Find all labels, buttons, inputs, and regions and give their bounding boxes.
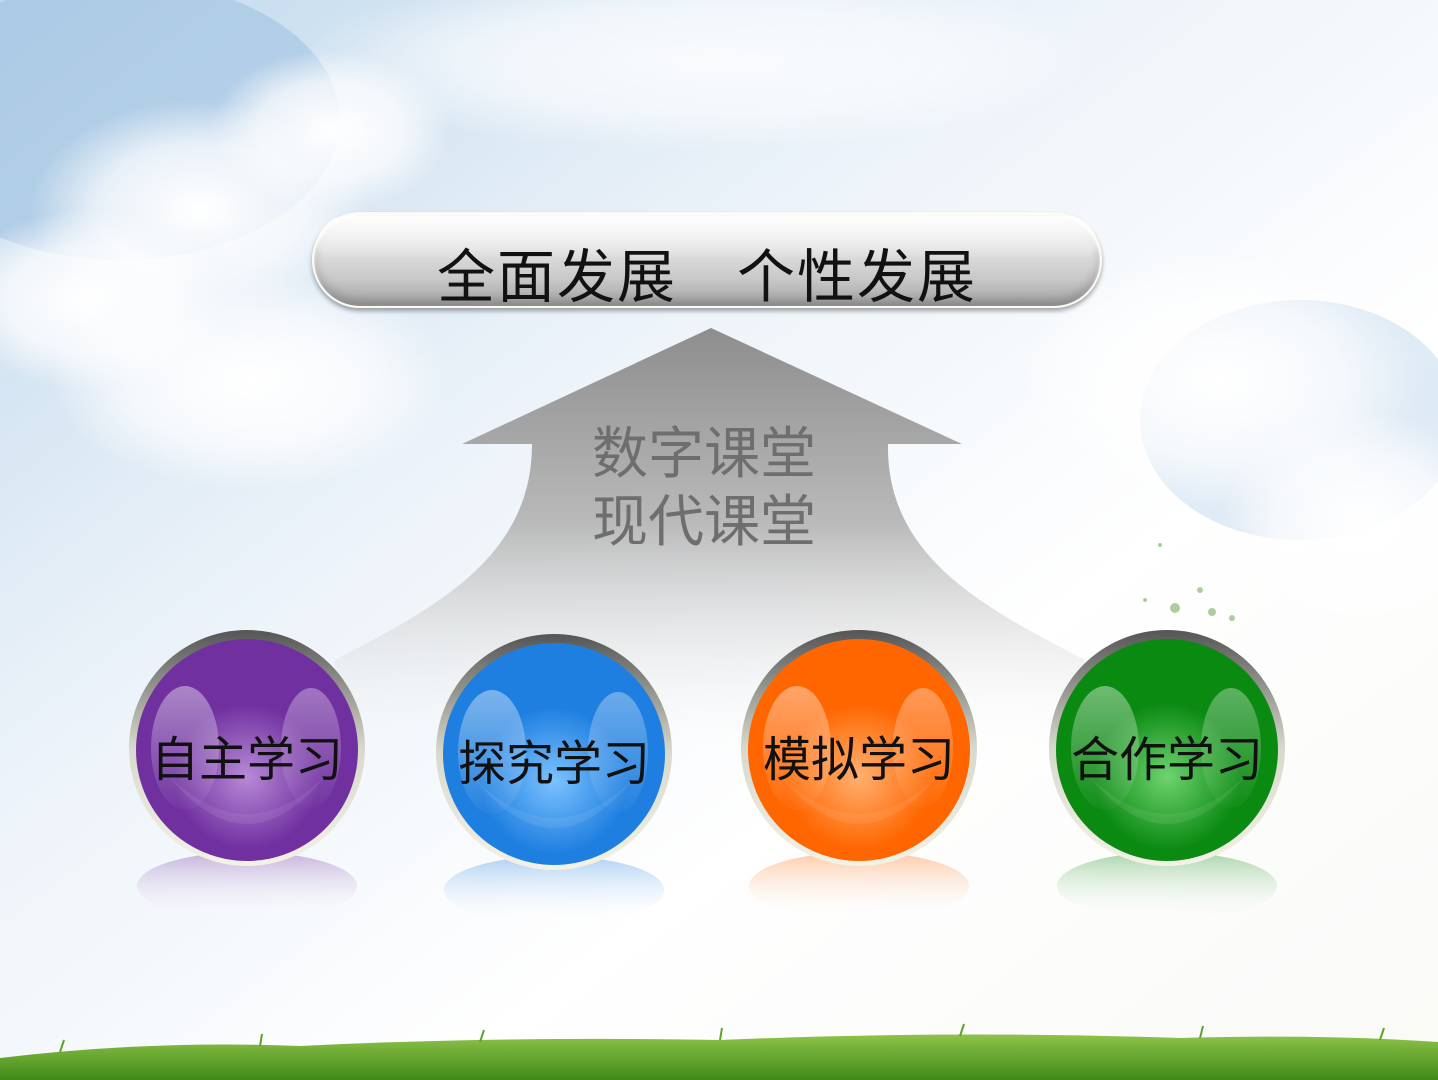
ball-label-inquiry: 探究学习 <box>457 736 650 792</box>
learning-ball-cooperative: 合作学习 <box>1047 624 1287 914</box>
goal-banner-text: 全面发展 个性发展 <box>436 243 977 311</box>
ball-label-autonomous: 自主学习 <box>150 732 343 788</box>
learning-ball-simulation: 模拟学习 <box>739 624 979 914</box>
arrow-text-modern-classroom: 现代课堂 <box>592 490 816 555</box>
ball-graphic <box>741 630 977 914</box>
ball-graphic <box>1049 630 1285 914</box>
ball-label-simulation: 模拟学习 <box>762 732 955 788</box>
learning-ball-autonomous: 自主学习 <box>127 624 367 914</box>
learning-ball-inquiry: 探究学习 <box>434 628 674 918</box>
ball-graphic <box>436 634 672 918</box>
ball-label-cooperative: 合作学习 <box>1070 732 1263 788</box>
goal-banner: 全面发展 个性发展 <box>312 212 1102 311</box>
arrow-text-digital-classroom: 数字课堂 <box>592 422 816 487</box>
ball-graphic <box>129 630 365 914</box>
